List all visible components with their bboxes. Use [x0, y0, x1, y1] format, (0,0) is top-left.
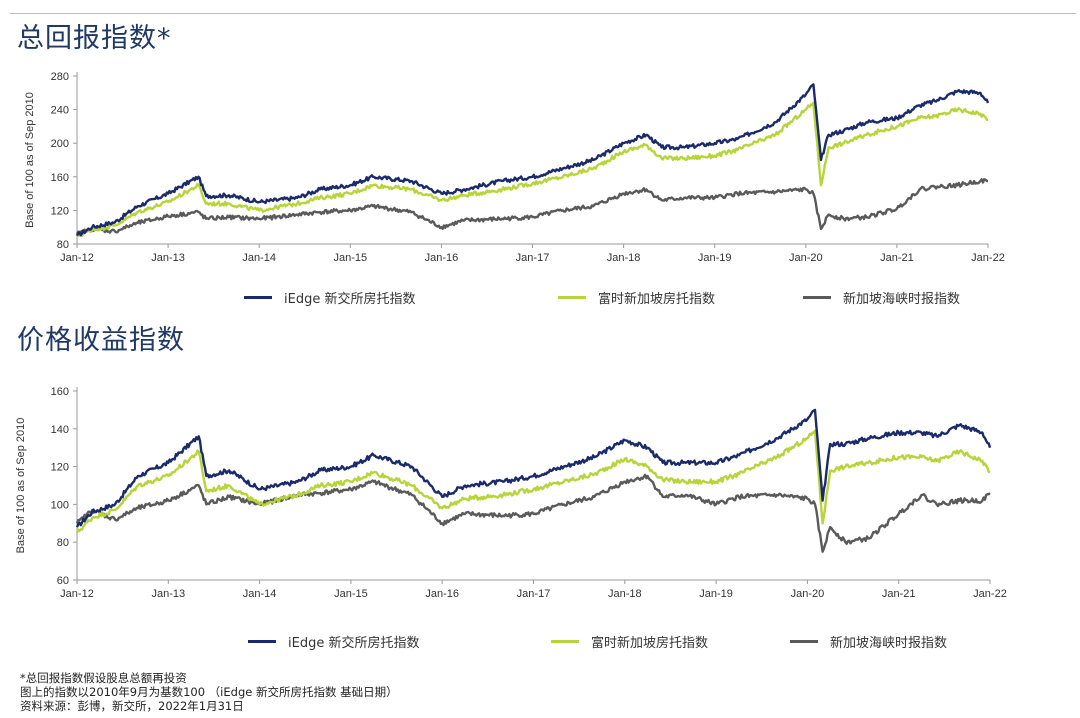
pr-y-tick-label: 80 [57, 537, 69, 549]
legend-swatch-iedge-2 [248, 640, 276, 643]
tr-x-tick-label: Jan-19 [698, 252, 732, 264]
tr-y-tick-label: 200 [51, 138, 69, 150]
pr-y-tick-label: 120 [51, 462, 69, 474]
legend-swatch-ftse-2 [551, 640, 579, 643]
legend-item-sti-2: 新加坡海峡时报指数 [790, 632, 947, 651]
legend-label-sti: 新加坡海峡时报指数 [843, 292, 961, 307]
pr-series-sti-line [75, 473, 991, 553]
legend-item-ftse-2: 富时新加坡房托指数 [551, 632, 708, 651]
tr-y-tick-label: 120 [51, 205, 69, 217]
pr-x-tick-label: Jan-15 [334, 588, 368, 600]
footnote-source: 资料来源：彭博，新交所，2022年1月31日 [20, 699, 244, 713]
pr-x-tick-label: Jan-16 [425, 588, 459, 600]
tr-x-tick-label: Jan-13 [151, 252, 185, 264]
pr-x-tick-label: Jan-12 [60, 588, 94, 600]
pr-x-tick-label: Jan-18 [608, 588, 642, 600]
footnote-base: 图上的指数以2010年9月为基数100 （iEdge 新交所房托指数 基础日期） [20, 685, 398, 699]
pr-x-tick-label: Jan-21 [882, 588, 916, 600]
legend-item-iedge: iEdge 新交所房托指数 [244, 288, 415, 307]
total-return-legend: iEdge 新交所房托指数 富时新加坡房托指数 新加坡海峡时报指数 [0, 288, 1080, 308]
legend-swatch-ftse [558, 296, 586, 299]
legend-item-sti: 新加坡海峡时报指数 [803, 288, 960, 307]
tr-x-tick-label: Jan-20 [789, 252, 823, 264]
pr-x-tick-label: Jan-14 [243, 588, 277, 600]
pr-x-tick-label: Jan-22 [973, 588, 1007, 600]
pr-series-iedge-line [75, 408, 992, 528]
legend-swatch-sti-2 [790, 640, 818, 643]
tr-y-tick-label: 160 [51, 172, 69, 184]
tr-x-tick-label: Jan-22 [971, 252, 1005, 264]
legend-swatch-sti [803, 296, 831, 299]
price-return-chart: 60 80 100 120 140 160 Jan-12 Jan-13 Jan-14 Jan-15… [15, 386, 1007, 600]
top-divider [10, 13, 1076, 14]
legend-label-iedge-2: iEdge 新交所房托指数 [288, 636, 420, 651]
price-return-title: 价格收益指数 [17, 325, 185, 356]
tr-x-tick-label: Jan-18 [607, 252, 641, 264]
legend-label-ftse: 富时新加坡房托指数 [598, 292, 716, 307]
legend-label-iedge: iEdge 新交所房托指数 [284, 292, 416, 307]
price-return-legend: iEdge 新交所房托指数 富时新加坡房托指数 新加坡海峡时报指数 [0, 632, 1080, 652]
tr-x-tick-label: Jan-15 [333, 252, 367, 264]
total-return-chart: 80 120 160 200 240 280 Jan-12 Jan-13 Jan-14 Jan-1… [24, 71, 1005, 264]
pr-y-tick-label: 160 [51, 386, 69, 398]
tr-y-tick-label: 280 [51, 71, 69, 83]
tr-series-iedge-line [75, 83, 990, 237]
pr-y-axis-label: Base of 100 as of Sep 2010 [15, 418, 27, 554]
tr-series-ftse-line [75, 101, 989, 238]
legend-swatch-iedge [244, 296, 272, 299]
total-return-title: 总回报指数* [17, 23, 172, 54]
tr-y-tick-label: 240 [51, 105, 69, 117]
pr-x-tick-label: Jan-20 [791, 588, 825, 600]
pr-y-tick-label: 60 [57, 575, 69, 587]
legend-item-ftse: 富时新加坡房托指数 [558, 288, 715, 307]
tr-y-tick-label: 80 [57, 239, 69, 251]
pr-x-tick-label: Jan-17 [517, 588, 551, 600]
legend-label-sti-2: 新加坡海峡时报指数 [830, 636, 948, 651]
pr-x-tick-label: Jan-19 [699, 588, 733, 600]
footnote-reinvest: *总回报指数假设股息总额再投资 [20, 671, 187, 685]
pr-y-tick-label: 140 [51, 424, 69, 436]
tr-series-sti-line [75, 178, 989, 235]
tr-y-axis-label: Base of 100 as of Sep 2010 [24, 92, 36, 228]
pr-x-tick-label: Jan-13 [151, 588, 185, 600]
legend-item-iedge-2: iEdge 新交所房托指数 [248, 632, 419, 651]
tr-x-tick-label: Jan-14 [242, 252, 276, 264]
tr-x-tick-label: Jan-17 [516, 252, 550, 264]
tr-x-tick-label: Jan-16 [425, 252, 459, 264]
tr-x-tick-label: Jan-21 [880, 252, 914, 264]
pr-y-tick-label: 100 [51, 499, 69, 511]
pr-series-ftse-line [75, 429, 991, 534]
tr-x-tick-label: Jan-12 [60, 252, 94, 264]
legend-label-ftse-2: 富时新加坡房托指数 [591, 636, 709, 651]
